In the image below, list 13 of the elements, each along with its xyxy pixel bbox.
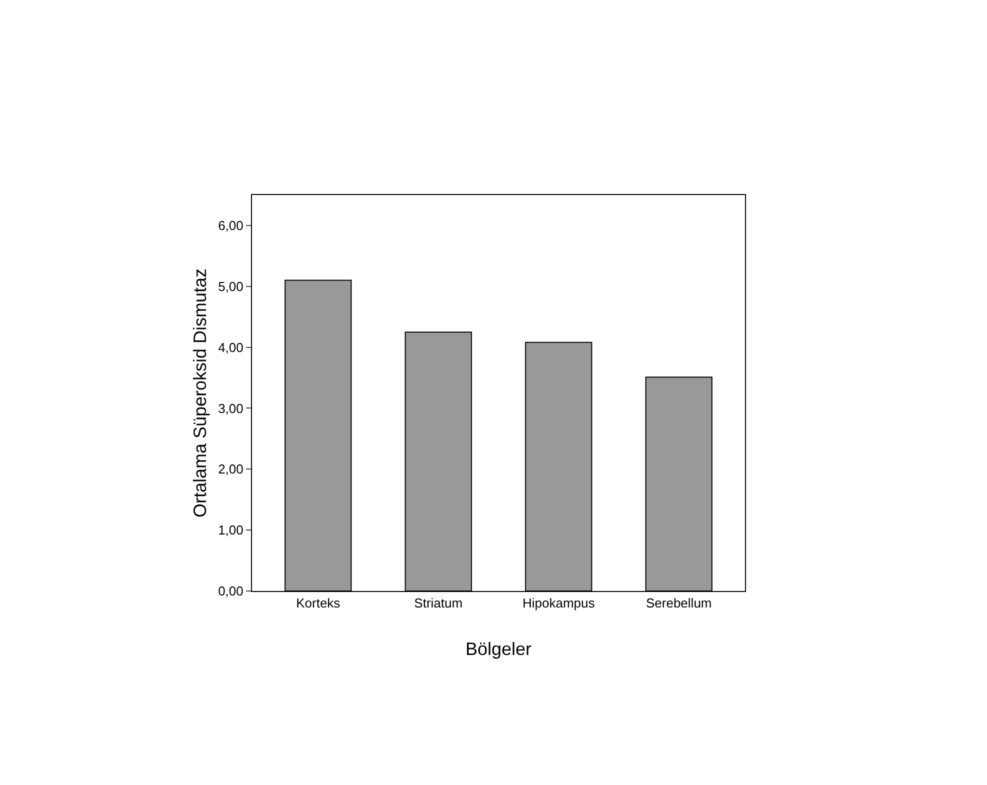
x-axis-title: Bölgeler (465, 639, 532, 659)
y-tick-label: 2,00 (218, 462, 244, 477)
x-tick-label: Striatum (414, 596, 463, 611)
y-tick-label: 3,00 (218, 400, 244, 416)
y-tick-label: 0,00 (218, 584, 244, 599)
x-tick-label: Serebellum (646, 596, 712, 611)
x-tick-label: Korteks (296, 596, 341, 611)
x-tick-label: Hipokampus (522, 596, 596, 611)
y-tick-label: 5,00 (218, 278, 244, 294)
y-tick-label: 6,00 (218, 218, 244, 234)
y-tick-label: 4,00 (218, 340, 244, 355)
y-axis-title: Ortalama Süperoksid Dismutaz (190, 268, 210, 518)
y-tick-label: 1,00 (218, 522, 244, 538)
